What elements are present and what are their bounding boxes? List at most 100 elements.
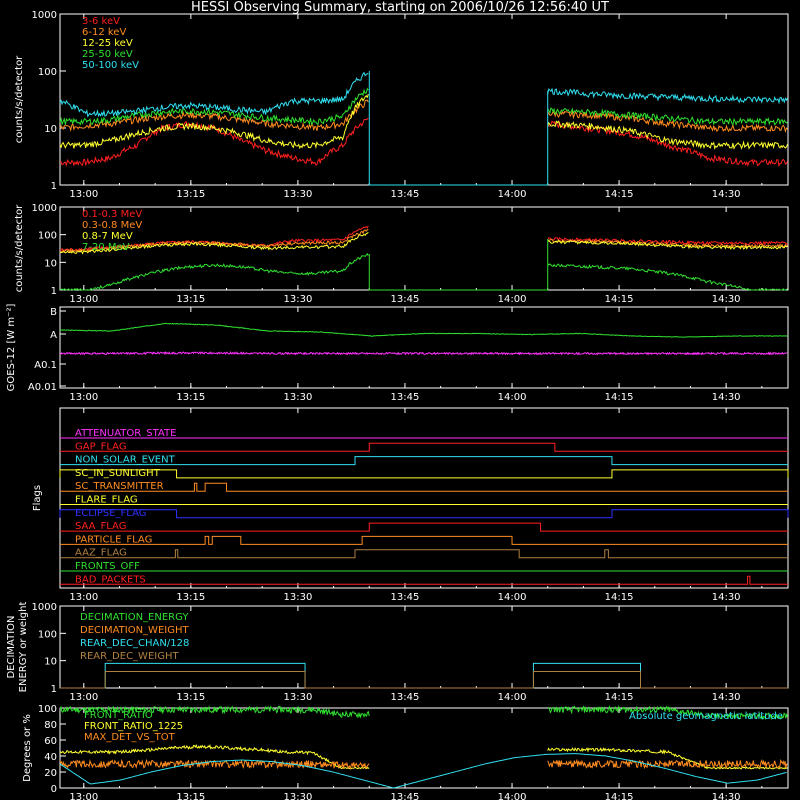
y-axis-label: counts/s/detector <box>14 204 25 292</box>
x-tick-label: 13:00 <box>69 189 98 200</box>
x-tick-label: 13:15 <box>176 189 205 200</box>
annotation-label: Absolute geomagnetic latitude <box>629 711 783 722</box>
y-tick-label: A0.1 <box>34 360 57 371</box>
x-tick-label: 13:15 <box>176 294 205 305</box>
legend-entry: REAR_DEC_CHAN/128 <box>80 638 189 649</box>
flag-line <box>59 509 789 519</box>
flag-line <box>60 575 788 585</box>
series-line <box>547 120 788 150</box>
series-line <box>59 744 370 770</box>
y-tick-label: 60 <box>44 736 57 747</box>
y-tick-label: 20 <box>44 768 57 779</box>
y-tick-label: 1000 <box>32 203 57 214</box>
flag-line <box>60 535 788 545</box>
legend-entry: REAR_DEC_WEIGHT <box>80 651 179 662</box>
x-tick-label: 13:00 <box>69 692 98 703</box>
y-tick-label: 0 <box>51 784 57 795</box>
x-tick-label: 13:00 <box>69 592 98 603</box>
series-line <box>59 322 788 338</box>
series-line <box>59 758 370 771</box>
y-axis-label: Degrees or % <box>22 714 33 782</box>
x-tick-label: 14:00 <box>498 189 527 200</box>
flag-label: GAP_FLAG <box>75 441 127 452</box>
legend-entry: MAX_DET_VS_TOT <box>84 732 176 743</box>
y-axis-label: DECIMATION <box>6 615 17 678</box>
panel-frame <box>59 407 789 589</box>
y-axis-label: GOES-12 [W m⁻²] <box>6 304 17 392</box>
y-tick-label: 1 <box>51 286 57 297</box>
legend-entry: FRONT_RATIO <box>84 710 153 721</box>
y-tick-label: 1 <box>51 181 57 192</box>
series-line <box>59 705 370 719</box>
series-line <box>60 662 788 689</box>
series-line <box>547 120 788 168</box>
legend-entry: DECIMATION_WEIGHT <box>80 625 189 636</box>
x-tick-label: 13:15 <box>176 692 205 703</box>
flag-label: SC_IN_SUNLIGHT <box>75 468 161 479</box>
panel-frame <box>59 206 789 291</box>
gap-trace <box>368 238 549 291</box>
x-tick-label: 14:00 <box>498 294 527 305</box>
x-tick-label: 13:15 <box>176 592 205 603</box>
legend-entry: 50-100 keV <box>82 60 139 71</box>
x-tick-label: 14:00 <box>498 692 527 703</box>
x-tick-label: 13:30 <box>283 294 312 305</box>
x-tick-label: 13:45 <box>391 189 420 200</box>
flag-line <box>60 442 788 452</box>
flag-label: ATTENUATOR_STATE <box>75 428 176 439</box>
legend-entry: 0.8-7 MeV <box>82 231 133 242</box>
x-tick-label: 13:45 <box>391 392 420 403</box>
y-tick-label: 100 <box>38 231 57 242</box>
flag-label: PARTICLE_FLAG <box>75 534 152 545</box>
x-tick-label: 14:30 <box>712 294 741 305</box>
x-tick-label: 13:15 <box>176 792 205 800</box>
y-axis-label: Flags <box>32 485 43 511</box>
legend-entry: 7-20 MeV <box>82 242 130 253</box>
panel-frame <box>59 707 789 789</box>
x-tick-label: 13:30 <box>283 392 312 403</box>
flag-label: SAA_FLAG <box>75 521 126 532</box>
legend-entry: FRONT_RATIO_1225 <box>84 721 183 732</box>
flag-line <box>60 456 788 466</box>
flag-label: ECLIPSE_FLAG <box>75 508 146 519</box>
y-tick-label: 10 <box>44 657 57 668</box>
x-tick-label: 14:15 <box>605 792 634 800</box>
legend-entry: 0.1-0.3 MeV <box>82 209 142 220</box>
x-tick-label: 14:00 <box>498 592 527 603</box>
series-line <box>547 263 788 291</box>
legend-entry: 25-50 keV <box>82 49 133 60</box>
panel-frame <box>59 306 789 389</box>
y-tick-label: 1000 <box>32 10 57 21</box>
x-tick-label: 14:15 <box>605 392 634 403</box>
flag-label: NON_SOLAR_EVENT <box>75 455 176 466</box>
series-line <box>59 753 787 789</box>
y-tick-label: 1 <box>51 684 57 695</box>
x-tick-label: 14:30 <box>712 592 741 603</box>
series-line <box>547 237 788 246</box>
x-tick-label: 14:15 <box>605 294 634 305</box>
series-line <box>547 87 788 105</box>
x-tick-label: 13:45 <box>391 692 420 703</box>
legend-entry: 0.3-0.8 MeV <box>82 220 142 231</box>
x-tick-label: 14:30 <box>712 392 741 403</box>
y-tick-label: 100 <box>38 67 57 78</box>
x-tick-label: 14:15 <box>605 592 634 603</box>
y-tick-label: 100 <box>38 704 57 715</box>
x-tick-label: 14:30 <box>712 792 741 800</box>
x-tick-label: 13:30 <box>283 792 312 800</box>
flag-line <box>60 549 788 559</box>
x-tick-label: 13:15 <box>176 392 205 403</box>
series-line <box>59 71 369 118</box>
x-tick-label: 14:15 <box>605 189 634 200</box>
series-line <box>547 107 788 127</box>
x-tick-label: 14:30 <box>712 189 741 200</box>
x-tick-label: 13:30 <box>283 592 312 603</box>
y-tick-label: A <box>50 330 57 341</box>
flag-label: BAD_PACKETS <box>75 574 146 585</box>
y-tick-label: A0.01 <box>28 382 57 393</box>
x-tick-label: 13:00 <box>69 392 98 403</box>
gap-trace <box>368 71 549 186</box>
series-line <box>60 671 788 689</box>
series-line <box>547 704 788 721</box>
